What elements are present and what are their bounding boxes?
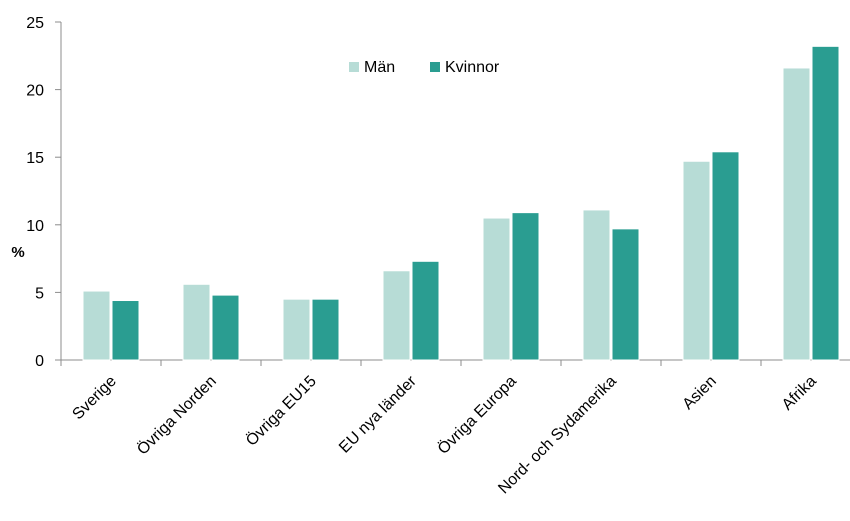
y-tick-label: 0: [35, 353, 44, 370]
x-axis: [60, 359, 850, 366]
y-tick-label: 5: [35, 285, 44, 302]
bar-kvinnor-0: [111, 300, 140, 361]
bar-man-2: [282, 298, 311, 361]
bar-man-5: [582, 209, 611, 361]
x-tick-label: EU nya länder: [336, 372, 420, 456]
bar-man-6: [682, 160, 711, 361]
bar-kvinnor-5: [611, 228, 640, 361]
x-tick-label: Övriga Europa: [434, 372, 520, 458]
bar-kvinnor-4: [511, 212, 540, 361]
x-tick-label: Övriga Norden: [134, 372, 220, 458]
y-axis: 0 5 10 15 20 25: [26, 15, 62, 370]
bars: [82, 45, 840, 361]
bar-kvinnor-6: [711, 151, 740, 361]
legend-swatch-man: [349, 62, 359, 72]
bar-man-4: [482, 217, 511, 361]
x-tick-label: Asien: [680, 373, 720, 413]
bar-kvinnor-7: [811, 45, 840, 361]
legend: Män Kvinnor: [349, 59, 500, 76]
y-axis-label: %: [11, 244, 24, 261]
y-tick-label: 10: [26, 218, 44, 235]
bar-kvinnor-2: [311, 298, 340, 361]
y-tick-label: 25: [26, 15, 44, 32]
bar-kvinnor-3: [411, 260, 440, 361]
x-tick-labels: Sverige Övriga Norden Övriga EU15 EU nya lä…: [69, 372, 819, 497]
bar-man-0: [82, 290, 111, 361]
y-tick-label: 20: [26, 83, 44, 100]
x-tick-label: Övriga EU15: [242, 372, 320, 450]
x-tick-label: Afrika: [779, 373, 820, 414]
x-tick-label: Nord- och Sydamerika: [495, 373, 620, 498]
legend-label-man: Män: [364, 59, 395, 76]
y-tick-label: 15: [26, 150, 44, 167]
bar-man-3: [382, 270, 411, 361]
legend-label-kvinnor: Kvinnor: [445, 59, 500, 76]
bar-kvinnor-1: [211, 294, 240, 361]
x-tick-label: Sverige: [69, 373, 119, 423]
legend-swatch-kvinnor: [430, 62, 440, 72]
bar-man-1: [182, 283, 211, 361]
bar-man-7: [782, 67, 811, 361]
